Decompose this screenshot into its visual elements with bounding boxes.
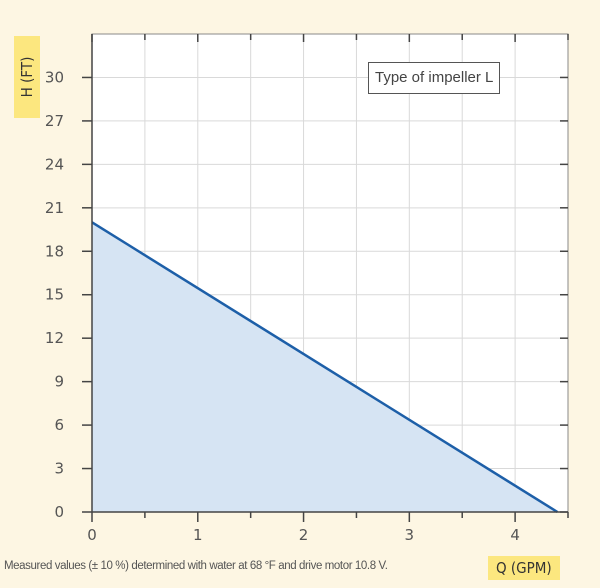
series-line — [91, 221, 559, 514]
y-tick-label: 15 — [45, 286, 64, 304]
axes — [82, 33, 569, 522]
y-tick-label: 27 — [45, 112, 64, 130]
x-tick-label: 1 — [193, 526, 203, 544]
x-tick-label: 3 — [405, 526, 415, 544]
x-tick-label: 0 — [87, 526, 97, 544]
y-tick-label: 21 — [45, 199, 64, 217]
y-tick-label: 12 — [45, 329, 64, 347]
x-axis-label: Q (GPM) — [488, 556, 560, 580]
y-tick-label: 0 — [54, 503, 64, 521]
y-tick-label: 18 — [45, 242, 64, 260]
y-tick-label: 6 — [54, 416, 64, 434]
y-tick-label: 9 — [54, 373, 64, 391]
y-axis-label-highlight — [14, 36, 40, 118]
annotation-box: Type of impeller L — [368, 62, 501, 94]
x-tick-label: 2 — [299, 526, 309, 544]
y-axis-label: H (FT) — [18, 56, 36, 98]
x-tick-label: 4 — [510, 526, 520, 544]
y-tick-label: 30 — [45, 68, 64, 86]
y-tick-label: 24 — [45, 155, 64, 173]
footnote: Measured values (± 10 %) determined with… — [4, 560, 388, 572]
y-tick-label: 3 — [54, 460, 64, 478]
